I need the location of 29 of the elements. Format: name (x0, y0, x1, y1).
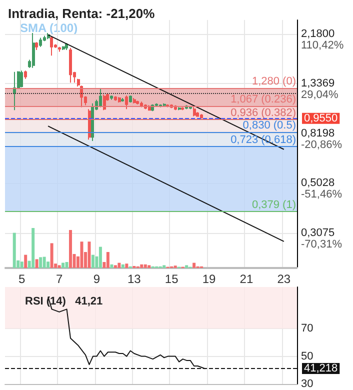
text: -20,86% (301, 138, 342, 151)
x-tick-label: 15 (164, 272, 179, 286)
x-tick-label: 23 (277, 272, 291, 286)
y-tick-label: 0,3075 (301, 226, 335, 239)
ref-line-label: 0,379 (1) (252, 198, 296, 211)
chart-title: Intradia, Renta: -21,20% (8, 6, 156, 21)
x-tick-label: 5 (18, 272, 26, 286)
y-tick-label: 30 (301, 378, 314, 390)
text: -70,31% (301, 238, 342, 250)
text: -51,46% (301, 188, 342, 200)
ref-line-label: 0,830 (0.5) (242, 120, 296, 132)
y-tick-label: 1,3369 (301, 78, 335, 90)
ref-line-label: 1,067 (0.236) (230, 94, 296, 106)
ref-line-label: 1,280 (0) (252, 76, 296, 88)
y-tick-label: 0,8198 (301, 127, 335, 140)
y-tick-label: 70 (301, 322, 314, 335)
text: 110,42% (301, 39, 344, 52)
ref-line-label: 41,218 (304, 362, 338, 374)
ref-line-label: 0,936 (0.382) (230, 106, 296, 119)
x-tick-label: 21 (240, 272, 254, 286)
x-tick-label: 7 (56, 272, 63, 286)
y-tick-label: 0,5028 (301, 176, 335, 189)
ref-line-label: 0,9550 (304, 112, 338, 124)
x-tick-label: 13 (127, 272, 142, 286)
y-tick-label: 2,1800 (301, 28, 335, 40)
x-tick-label: 9 (93, 272, 100, 286)
x-tick-label: 19 (202, 272, 216, 286)
y-tick-label: 50 (301, 350, 314, 362)
text: 29,04% (301, 89, 339, 102)
